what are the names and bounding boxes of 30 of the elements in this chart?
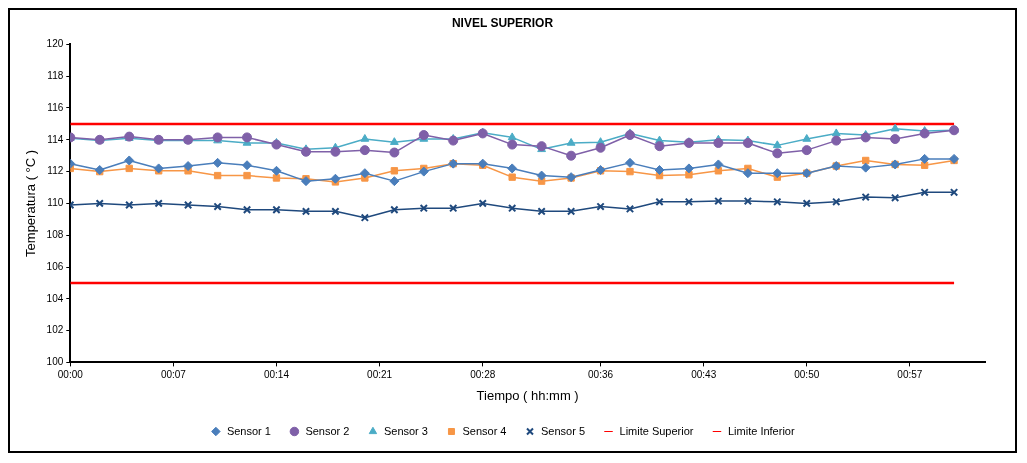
y-tick-label: 114	[47, 133, 64, 145]
y-tick-label: 110	[47, 197, 64, 209]
legend-label: Limite Superior	[619, 424, 694, 437]
x-tick-label: 00:07	[160, 369, 187, 381]
x-tick-label: 00:21	[367, 369, 393, 381]
legend-label: Sensor 3	[383, 424, 428, 437]
x-tick-label: 00:36	[588, 369, 614, 381]
y-tick-label: 112	[47, 165, 64, 177]
y-tick-label: 104	[46, 292, 64, 304]
x-tick-label: 00:43	[691, 369, 717, 381]
x-tick-label: 00:50	[794, 369, 820, 381]
chart-title: NIVEL SUPERIOR	[451, 15, 554, 30]
x-tick-label: 00:14	[263, 369, 290, 381]
legend-label: Sensor 1	[226, 424, 271, 437]
y-tick-label: 116	[47, 101, 64, 113]
x-tick-label: 00:57	[897, 369, 923, 381]
y-tick-label: 118	[47, 69, 64, 81]
x-tick-label: 00:00	[57, 369, 84, 381]
y-tick-label: 102	[46, 324, 64, 336]
y-axis-title: Temperatura ( °C )	[23, 149, 39, 257]
legend-label: Limite Inferior	[727, 424, 795, 437]
legend-label: Sensor 4	[462, 424, 507, 437]
x-axis-title: Tiempo ( hh:mm )	[476, 387, 579, 403]
y-tick-label: 100	[46, 356, 64, 368]
legend-label: Sensor 2	[305, 424, 350, 437]
x-tick-label: 00:28	[470, 369, 496, 381]
y-tick-label: 106	[46, 260, 64, 272]
y-tick-label: 120	[46, 38, 64, 50]
y-tick-label: 108	[46, 228, 64, 240]
legend-label: Sensor 5	[540, 424, 586, 437]
